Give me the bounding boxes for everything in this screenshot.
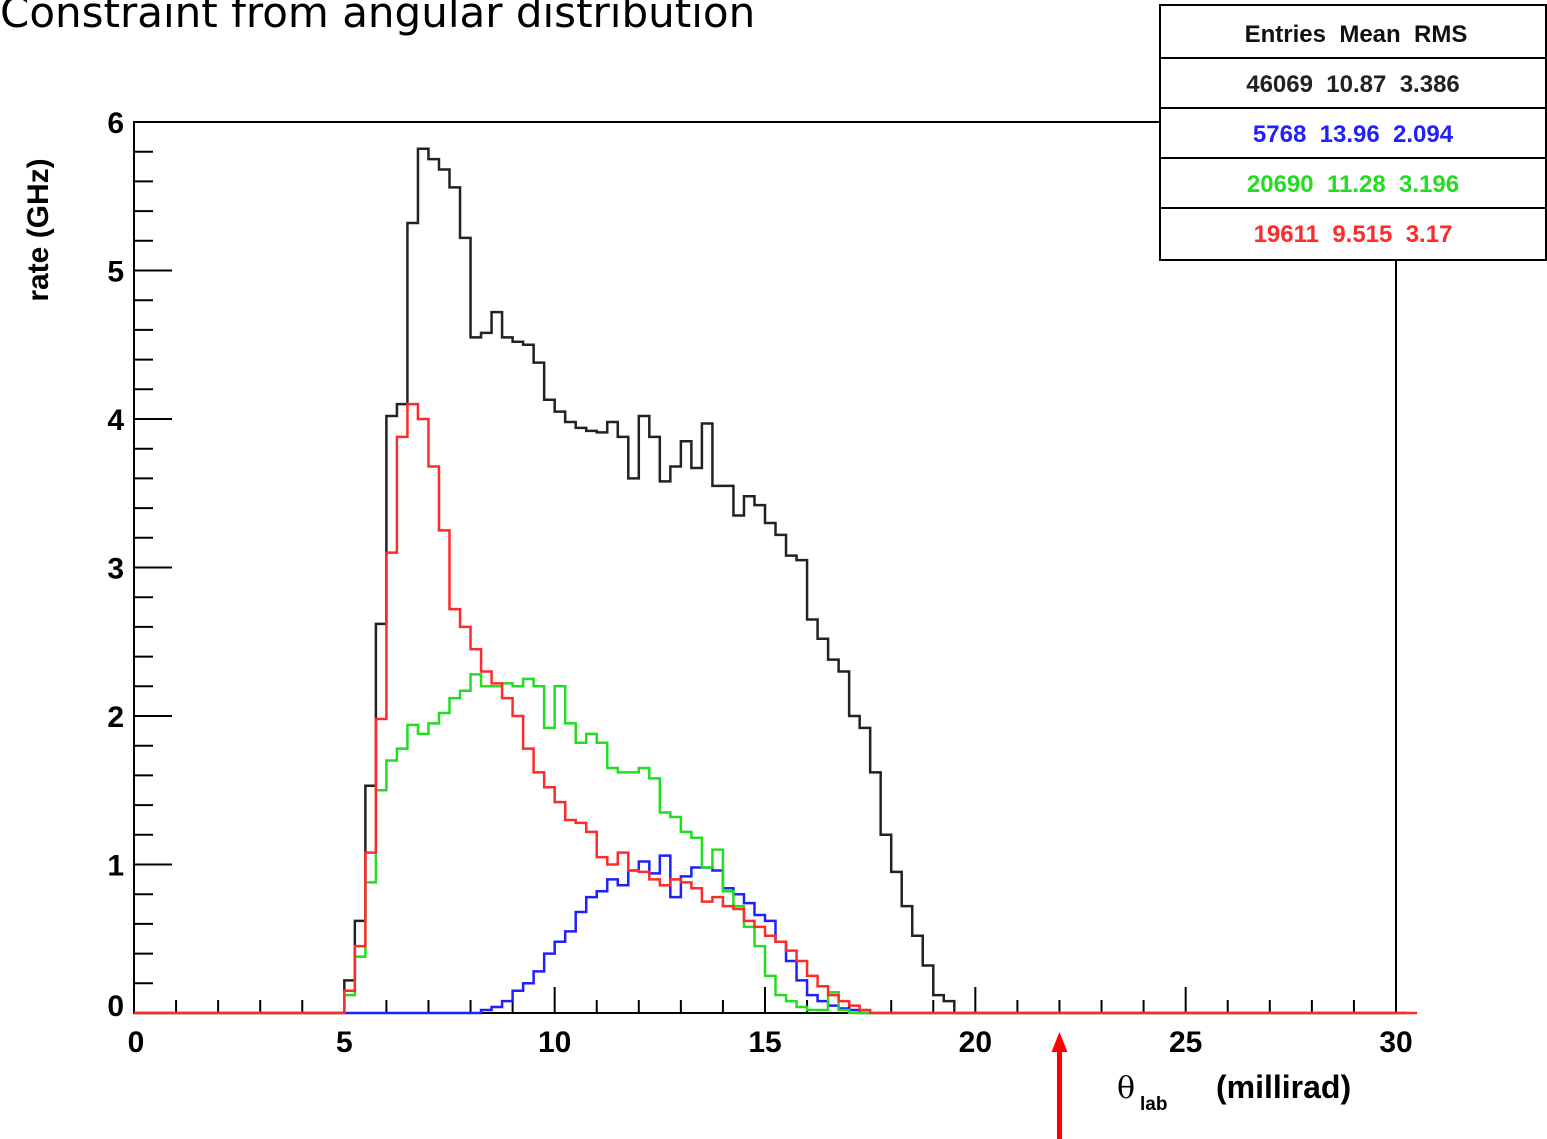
x-axis-symbol: θ: [1117, 1071, 1135, 1106]
y-tick-label: 0: [107, 990, 124, 1023]
series-green: [134, 673, 1396, 1015]
y-tick-labels: 0 1 2 3 4 5 6: [107, 107, 124, 1023]
y-tick-label: 6: [107, 107, 124, 140]
series-red: [134, 402, 1418, 1015]
stats-row-green: 20690 11.28 3.196: [1247, 171, 1459, 198]
stats-header: Entries Mean RMS: [1245, 21, 1468, 48]
y-tick-label: 4: [107, 404, 124, 437]
x-tick-label: 25: [1169, 1026, 1202, 1059]
x-axis-unit: (millirad): [1216, 1069, 1351, 1105]
slide-title: Constraint from angular distribution: [0, 0, 756, 37]
series-layer: [134, 147, 1418, 1015]
stats-row-red: 19611 9.515 3.17: [1254, 221, 1453, 248]
y-tick-label: 5: [107, 256, 124, 289]
x-tick-label: 5: [336, 1026, 353, 1059]
x-tick-label: 30: [1379, 1026, 1412, 1059]
axis-ticks: [133, 121, 1397, 1014]
marker-arrow-head: [1051, 1032, 1068, 1052]
series-blue: [134, 854, 1407, 1015]
x-tick-label: 0: [128, 1026, 145, 1059]
x-axis-subscript: lab: [1140, 1094, 1167, 1115]
x-tick-label: 20: [959, 1026, 992, 1059]
y-axis-label: rate (GHz): [22, 158, 55, 301]
threshold-marker: [1051, 1032, 1068, 1139]
y-tick-label: 2: [107, 701, 124, 734]
series-total: [134, 147, 1396, 1015]
y-tick-label: 3: [107, 553, 124, 586]
stats-box-frame: [1159, 4, 1547, 261]
stats-box: Entries Mean RMS 46069 10.87 3.386 5768 …: [1159, 4, 1547, 261]
x-tick-label: 15: [748, 1026, 781, 1059]
stats-row-blue: 5768 13.96 2.094: [1253, 121, 1454, 148]
x-tick-labels: 0 5 10 15 20 25 30: [128, 1026, 1413, 1059]
y-tick-label: 1: [107, 850, 124, 883]
x-tick-label: 10: [538, 1026, 571, 1059]
x-axis-label: θ lab (millirad): [1117, 1069, 1351, 1115]
stats-row-black: 46069 10.87 3.386: [1246, 71, 1460, 98]
